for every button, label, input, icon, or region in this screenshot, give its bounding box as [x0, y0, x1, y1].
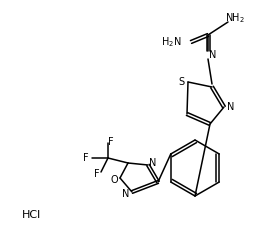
Text: S: S [178, 77, 184, 87]
Text: N: N [227, 102, 235, 112]
Text: F: F [108, 137, 114, 147]
Text: F: F [94, 169, 100, 179]
Text: F: F [83, 153, 89, 163]
Text: N: N [149, 158, 157, 168]
Text: H$_2$N: H$_2$N [161, 35, 181, 49]
Text: NH$_2$: NH$_2$ [225, 11, 245, 25]
Text: O: O [110, 175, 118, 185]
Text: N: N [209, 50, 217, 60]
Text: HCl: HCl [22, 210, 41, 220]
Text: N: N [122, 189, 130, 199]
